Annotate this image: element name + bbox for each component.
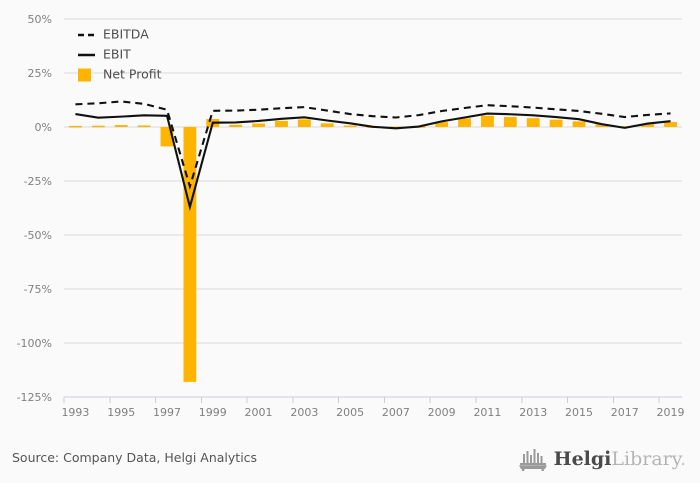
helgi-library-logo[interactable]: HelgiLibrary.: [518, 447, 686, 471]
bar-2004: [320, 123, 334, 127]
bar-2019: [664, 122, 677, 127]
x-tick-label: 2019: [657, 406, 685, 419]
logo-bold-text: Helgi: [553, 447, 612, 470]
x-axis: [63, 396, 682, 403]
bar-2015: [572, 121, 586, 127]
x-tick-label: 1993: [61, 406, 89, 419]
bar-2010: [458, 118, 471, 127]
bar-2009: [435, 122, 449, 127]
bar-1995: [114, 125, 128, 127]
y-tick-label: 50%: [28, 13, 52, 26]
chart-legend: EBITDA EBIT Net Profit: [78, 27, 162, 82]
library-bars-icon: [518, 449, 547, 471]
bar-2018: [641, 123, 655, 127]
x-tick-label: 2003: [290, 406, 318, 419]
x-tick-label: 2015: [565, 406, 593, 419]
x-tick-label: 1997: [153, 406, 181, 419]
bar-2014: [549, 119, 563, 127]
x-tick-label: 1995: [107, 406, 135, 419]
y-tick-label: 25%: [28, 67, 52, 80]
x-tick-label: 1999: [199, 406, 227, 419]
y-tick-label: -25%: [24, 175, 52, 188]
legend-swatch-net-profit: [78, 68, 91, 82]
bar-2011: [481, 115, 494, 127]
logo-light-text: Library: [611, 447, 680, 470]
y-tick-label: -100%: [17, 337, 52, 350]
x-tick-label: 2011: [473, 406, 501, 419]
bar-1994: [91, 125, 105, 128]
x-axis-labels: 1993 1995 1997 1999 2001 2003 2005 2007 2009 2011…: [61, 406, 684, 419]
bar-2000: [229, 124, 243, 127]
x-tick-label: 2009: [428, 406, 456, 419]
bar-1996: [137, 125, 151, 128]
y-tick-label: -125%: [17, 391, 52, 404]
y-axis-labels: 50% 25% 0% -25% -50% -75% -100% -125%: [17, 13, 52, 404]
source-note: Source: Company Data, Helgi Analytics: [12, 450, 258, 465]
bar-2013: [526, 118, 540, 127]
x-tick-label: 2013: [519, 406, 547, 419]
x-tick-label: 2005: [336, 406, 364, 419]
logo-wordmark: HelgiLibrary.: [553, 447, 686, 470]
y-tick-label: -50%: [24, 229, 52, 242]
bar-2001: [252, 123, 265, 127]
logo-dot: .: [679, 447, 686, 470]
x-tick-label: 2007: [382, 406, 410, 419]
bar-1993: [69, 125, 82, 128]
bar-2002: [275, 120, 288, 127]
bar-2005: [343, 125, 357, 128]
legend-label-ebit: EBIT: [103, 47, 131, 62]
x-tick-label: 2001: [245, 406, 273, 419]
ebitda-line: [75, 100, 671, 191]
legend-label-ebitda: EBITDA: [103, 27, 149, 42]
bar-2016: [595, 124, 609, 127]
bar-2012: [503, 117, 517, 127]
ebit-line: [75, 112, 671, 212]
legend-label-net-profit: Net Profit: [103, 67, 162, 82]
bar-2003: [297, 119, 311, 127]
y-tick-label: -75%: [24, 283, 52, 296]
bar-1998: [183, 127, 197, 382]
x-tick-label: 2017: [611, 406, 639, 419]
y-tick-label: 0%: [35, 121, 52, 134]
